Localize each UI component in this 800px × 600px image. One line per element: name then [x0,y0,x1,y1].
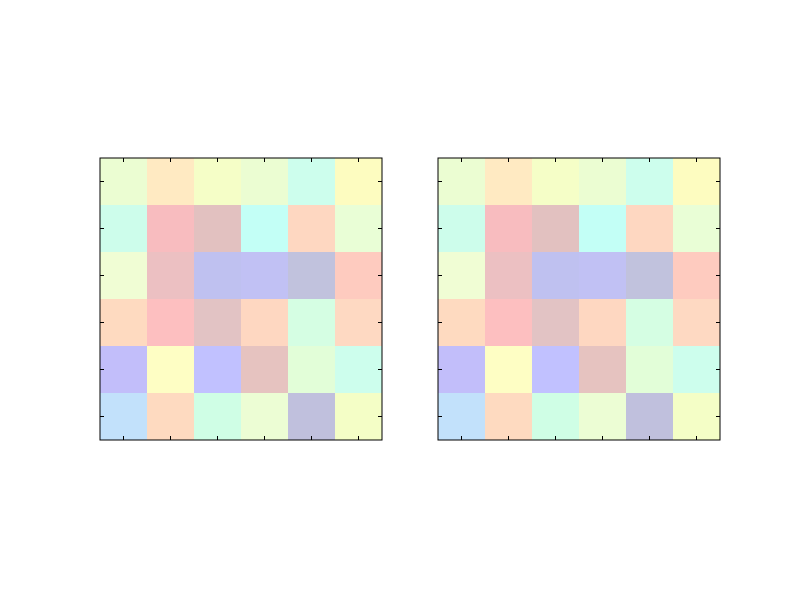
heatmap-cell-r2-c5 [335,252,383,300]
heatmap-cell-r5-c2 [532,393,580,441]
heatmap-cell-r5-c3 [241,393,289,441]
heatmap-cell-r5-c0 [438,393,486,441]
heatmap-cell-r0-c0 [438,158,486,206]
heatmap-cell-r0-c0 [100,158,148,206]
heatmap-cell-r0-c1 [147,158,195,206]
heatmap-cell-r4-c0 [438,346,486,394]
heatmap-cell-r1-c5 [673,205,721,253]
heatmap-cell-r0-c1 [485,158,533,206]
heatmap-panel-left [99,157,383,441]
heatmap-cell-r3-c2 [532,299,580,347]
heatmap-cell-r3-c5 [673,299,721,347]
heatmap-cell-r0-c3 [241,158,289,206]
heatmap-cell-r1-c1 [147,205,195,253]
axes-frame [99,157,383,441]
heatmap-cell-r1-c2 [532,205,580,253]
heatmap-cell-r0-c4 [626,158,674,206]
heatmap-cell-r5-c1 [147,393,195,441]
heatmap-cell-r0-c3 [579,158,627,206]
heatmap-cell-r5-c1 [485,393,533,441]
heatmap-cell-r1-c2 [194,205,242,253]
heatmap-cell-r0-c4 [288,158,336,206]
heatmap-cell-r3-c4 [288,299,336,347]
heatmap-cell-r5-c5 [335,393,383,441]
heatmap-cell-r1-c4 [626,205,674,253]
heatmap-cell-r3-c1 [147,299,195,347]
heatmap-cell-r0-c2 [194,158,242,206]
heatmap-cell-r1-c0 [438,205,486,253]
heatmap-cell-r0-c2 [532,158,580,206]
heatmap-cell-r5-c2 [194,393,242,441]
heatmap-cell-r0-c5 [335,158,383,206]
heatmap-cell-r5-c3 [579,393,627,441]
heatmap-cell-r5-c4 [288,393,336,441]
heatmap-cell-r4-c5 [673,346,721,394]
heatmap-cell-r2-c0 [438,252,486,300]
heatmap-panel-right [437,157,721,441]
heatmap-cell-r2-c2 [532,252,580,300]
heatmap-cell-r1-c3 [579,205,627,253]
heatmap-cell-r4-c5 [335,346,383,394]
heatmap-cell-r4-c3 [241,346,289,394]
heatmap-cell-r2-c4 [288,252,336,300]
heatmap-cell-r2-c4 [626,252,674,300]
heatmap-cell-r1-c3 [241,205,289,253]
heatmap-cell-r3-c5 [335,299,383,347]
heatmap-cell-r5-c5 [673,393,721,441]
heatmap-cell-r4-c2 [194,346,242,394]
heatmap-cell-r2-c0 [100,252,148,300]
heatmap-cell-r2-c1 [147,252,195,300]
heatmap-cell-r4-c1 [147,346,195,394]
heatmap-cell-r3-c0 [438,299,486,347]
heatmap-cell-r2-c2 [194,252,242,300]
heatmap-cell-r3-c3 [241,299,289,347]
heatmap-cell-r1-c5 [335,205,383,253]
heatmap-cell-r2-c5 [673,252,721,300]
heatmap-cell-r1-c4 [288,205,336,253]
heatmap-cell-r4-c0 [100,346,148,394]
heatmap-cell-r1-c0 [100,205,148,253]
heatmap-cell-r4-c4 [626,346,674,394]
heatmap-cell-r5-c0 [100,393,148,441]
heatmap-cell-r2-c1 [485,252,533,300]
heatmap-cell-r5-c4 [626,393,674,441]
heatmap-cell-r2-c3 [241,252,289,300]
heatmap-cell-r0-c5 [673,158,721,206]
heatmap-cell-r4-c4 [288,346,336,394]
heatmap-cell-r3-c1 [485,299,533,347]
heatmap-cell-r4-c1 [485,346,533,394]
heatmap-cell-r4-c3 [579,346,627,394]
axes-frame [437,157,721,441]
heatmap-cell-r3-c0 [100,299,148,347]
heatmap-cell-r3-c3 [579,299,627,347]
heatmap-cell-r3-c2 [194,299,242,347]
heatmap-cell-r1-c1 [485,205,533,253]
heatmap-cell-r2-c3 [579,252,627,300]
heatmap-cell-r4-c2 [532,346,580,394]
heatmap-cell-r3-c4 [626,299,674,347]
